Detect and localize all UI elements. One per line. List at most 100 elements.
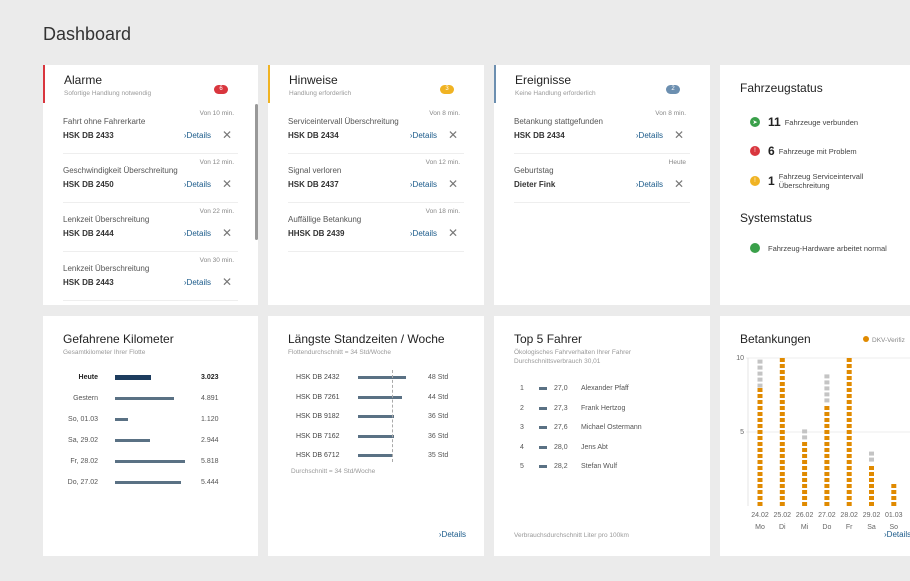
fuel-bar-segment	[869, 502, 874, 506]
chevron-right-icon: ›	[438, 530, 442, 539]
fuel-bar-segment	[846, 406, 852, 410]
fuel-bar-segment	[869, 466, 874, 470]
notification-item[interactable]: Von 10 min. Fahrt ohne Fahrerkarte HSK DB …	[63, 105, 238, 154]
notification-item[interactable]: Heute Geburtstag Dieter Fink ›Details ✕	[514, 154, 690, 203]
details-link[interactable]: ›Details	[636, 180, 663, 189]
details-link[interactable]: ›Details	[410, 180, 437, 189]
standzeit-value: 36 Std	[428, 432, 449, 440]
fuel-bar-segment	[779, 358, 785, 362]
close-icon[interactable]: ✕	[221, 128, 232, 142]
km-bar	[115, 481, 181, 484]
standzeit-bar	[358, 454, 393, 457]
km-row: Sa, 29.02 2.944	[63, 435, 243, 447]
notification-item[interactable]: Von 8 min. Betankung stattgefunden HSK DB …	[514, 105, 690, 154]
fuel-bar-segment	[802, 490, 808, 494]
notification-item[interactable]: Von 12 min. Signal verloren HSK DB 2437 ›De…	[288, 154, 464, 203]
vehicle-label: HSK DB 7162	[296, 432, 340, 440]
fuel-bar-segment	[869, 496, 874, 500]
chevron-right-icon: ›	[635, 180, 639, 189]
vehicle-label: HSK DB 9182	[296, 413, 340, 420]
close-icon[interactable]: ✕	[447, 226, 458, 240]
fuel-bar-segment	[802, 435, 808, 440]
status-problem-count: 6	[768, 144, 775, 158]
details-link[interactable]: ›Details	[184, 180, 211, 189]
x-tick-date: 27.02	[818, 512, 836, 519]
close-icon[interactable]: ✕	[221, 226, 232, 240]
details-link[interactable]: ›Details	[184, 131, 211, 140]
details-link[interactable]: ›Details	[184, 229, 211, 238]
fuel-bar-segment	[779, 388, 785, 392]
vehicle-label: HSK DB 7261	[296, 393, 340, 401]
fuel-bar-segment	[891, 502, 897, 506]
details-link[interactable]: ›Details	[184, 278, 211, 287]
close-icon[interactable]: ✕	[447, 128, 458, 142]
close-icon[interactable]: ✕	[221, 177, 232, 191]
notification-item[interactable]: Von 18 min. Auffällige Betankung HHSK DB 2…	[288, 203, 464, 252]
close-icon[interactable]: ✕	[673, 128, 684, 142]
notification-item[interactable]: Von 30 min. Lenkzeit Überschreitung HSK DB…	[63, 252, 238, 301]
item-vehicle: HSK DB 2434	[514, 131, 565, 140]
fahrer-footer: Verbrauchsdurchschnitt Liter pro 100km	[514, 532, 629, 539]
alarme-badge: 6	[214, 85, 228, 94]
item-description: Lenkzeit Überschreitung	[63, 215, 150, 224]
details-link[interactable]: ›Details	[410, 229, 437, 238]
fuel-bar-segment	[757, 478, 763, 482]
notification-item[interactable]: Von 12 min. Geschwindigkeit Überschreitun…	[63, 154, 238, 203]
status-connected-row: ➤ 11 Fahrzeuge verbunden	[750, 115, 858, 129]
fuel-bar-segment	[891, 496, 897, 500]
systemstatus-title: Systemstatus	[740, 211, 813, 225]
fuel-bar-segment	[757, 400, 763, 404]
driver-row: 1 27,0 Alexander Pfaff	[514, 383, 704, 395]
fuel-bar-segment	[779, 406, 785, 410]
fuel-bar-segment	[757, 430, 763, 434]
alarme-accent	[43, 65, 45, 103]
fuel-bar-segment	[824, 430, 830, 434]
status-ok-icon	[750, 243, 760, 253]
fuel-bar-segment	[824, 466, 830, 470]
fuel-bar-segment	[846, 376, 852, 380]
fuel-bar-segment	[802, 484, 808, 488]
item-time: Von 18 min.	[425, 208, 460, 215]
fuel-bar-segment	[779, 364, 785, 368]
item-vehicle: HHSK DB 2439	[288, 229, 345, 238]
standzeiten-details-link[interactable]: ›Details	[439, 530, 466, 539]
close-icon[interactable]: ✕	[447, 177, 458, 191]
fuel-bar-segment	[802, 496, 808, 500]
driver-bar	[539, 445, 547, 449]
fuel-bar-segment	[824, 436, 830, 440]
item-description: Fahrt ohne Fahrerkarte	[63, 117, 146, 126]
standzeit-row: HSK DB 7261 44 Std	[288, 392, 468, 404]
chevron-right-icon: ›	[409, 229, 413, 238]
fuel-bar-segment	[824, 472, 830, 476]
fuel-bar-segment	[779, 430, 785, 434]
close-icon[interactable]: ✕	[221, 275, 232, 289]
notification-item[interactable]: Von 8 min. Serviceintervall Überschreitun…	[288, 105, 464, 154]
km-value: 3.023	[201, 374, 219, 381]
standzeit-bar	[358, 434, 394, 438]
status-service-row: ! 1 Fahrzeug Serviceintervall Überschrei…	[750, 172, 900, 190]
details-label: Details	[186, 131, 211, 140]
fuel-bar-segment	[846, 388, 852, 392]
status-connected-count: 11	[768, 115, 781, 129]
alarme-scrollbar[interactable]	[255, 104, 258, 240]
betankungen-details-link[interactable]: ›Details	[884, 530, 910, 539]
fuel-bar-segment	[779, 454, 785, 458]
y-tick-label: 10	[736, 355, 744, 362]
km-value: 5.444	[201, 479, 219, 486]
item-vehicle: HSK DB 2433	[63, 131, 114, 140]
item-vehicle: HSK DB 2443	[63, 278, 114, 287]
driver-score: 27,6	[554, 424, 568, 431]
driver-name: Jens Abt	[581, 443, 608, 451]
fuel-bar-segment	[891, 484, 897, 488]
fuel-bar-segment	[891, 490, 897, 494]
fuel-bar-segment	[779, 400, 785, 404]
km-day-label: Gestern	[73, 395, 98, 402]
fahrzeugstatus-card: Fahrzeugstatus ➤ 11 Fahrzeuge verbunden …	[720, 65, 910, 305]
notification-item[interactable]: Von 22 min. Lenkzeit Überschreitung HSK DB…	[63, 203, 238, 252]
close-icon[interactable]: ✕	[673, 177, 684, 191]
details-label: Details	[186, 180, 211, 189]
details-link[interactable]: ›Details	[410, 131, 437, 140]
hinweise-card: Hinweise Handlung erforderlich 3 Von 8 m…	[268, 65, 484, 305]
details-link[interactable]: ›Details	[636, 131, 663, 140]
y-tick-label: 5	[740, 429, 744, 436]
